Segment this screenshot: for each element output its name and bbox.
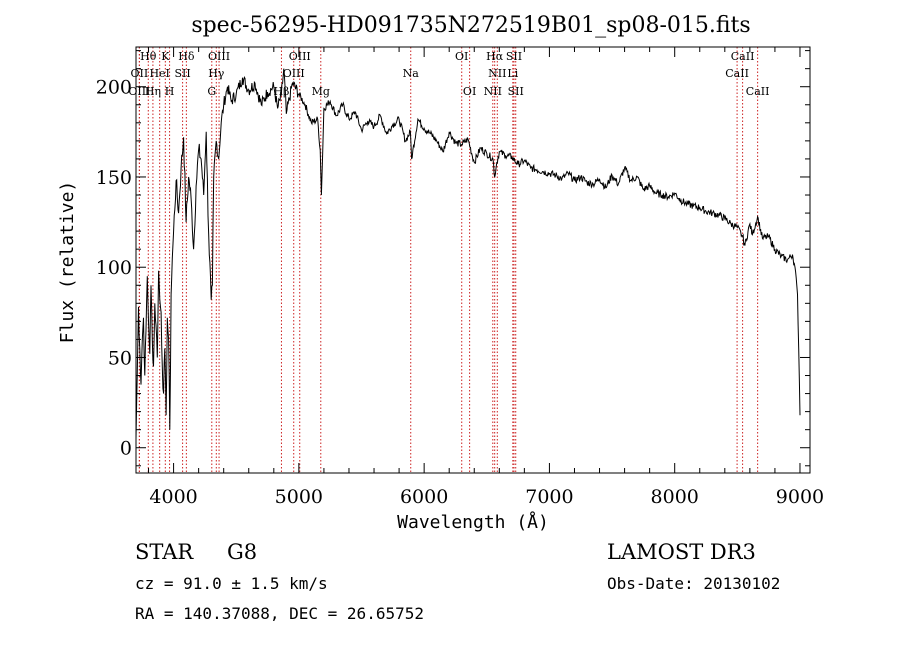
line-label-25: NII bbox=[484, 85, 502, 98]
y-axis-label: Flux (relative) bbox=[57, 181, 78, 344]
line-label-8: CaII bbox=[731, 50, 755, 63]
x-tick-label-0: 4000 bbox=[149, 486, 197, 508]
spectral-line-markers bbox=[138, 47, 759, 473]
line-label-20: H bbox=[165, 85, 175, 98]
x-tick-label-3: 7000 bbox=[525, 486, 573, 508]
y-tick-label-3: 150 bbox=[96, 167, 132, 189]
line-label-11: SII bbox=[174, 67, 190, 80]
line-label-7: SII bbox=[506, 50, 522, 63]
line-label-27: CaII bbox=[746, 85, 770, 98]
line-label-1: K bbox=[161, 50, 170, 63]
x-tick-label-5: 9000 bbox=[776, 486, 824, 508]
line-label-24: OI bbox=[463, 85, 476, 98]
survey-name: LAMOST DR3 bbox=[607, 540, 756, 564]
redshift-value: cz = 91.0 ± 1.5 km/s bbox=[135, 574, 328, 593]
plot-frame bbox=[135, 46, 811, 474]
line-label-14: Na bbox=[403, 67, 420, 80]
line-label-15: NII bbox=[488, 67, 506, 80]
line-label-9: OII bbox=[131, 67, 149, 80]
line-label-23: Mg bbox=[312, 85, 330, 98]
x-axis-label: Wavelength (Å) bbox=[397, 511, 549, 533]
line-label-4: OIII bbox=[289, 50, 311, 63]
line-label-2: Hδ bbox=[178, 50, 195, 63]
y-axis-ticks: 0 50 100 150 200 bbox=[96, 50, 810, 467]
object-subclass: G8 bbox=[227, 540, 258, 564]
line-label-12: Hγ bbox=[208, 67, 225, 80]
spectrum-series bbox=[135, 68, 801, 439]
observation-date: Obs-Date: 20130102 bbox=[607, 574, 781, 593]
line-label-10: HeI bbox=[149, 67, 169, 80]
x-tick-label-2: 6000 bbox=[400, 486, 448, 508]
line-label-21: G bbox=[207, 85, 216, 98]
line-label-13: OIII bbox=[283, 67, 305, 80]
line-label-26: SII bbox=[508, 85, 524, 98]
line-label-3: OIII bbox=[208, 50, 230, 63]
line-label-18: OIII bbox=[128, 85, 150, 98]
line-label-19: Hη bbox=[145, 85, 161, 98]
line-label-5: OI bbox=[455, 50, 468, 63]
line-label-16: Li bbox=[507, 67, 518, 80]
y-tick-label-2: 100 bbox=[96, 257, 132, 279]
spectrum-line bbox=[135, 68, 801, 439]
y-tick-label-0: 0 bbox=[120, 438, 132, 460]
object-class: STAR bbox=[135, 540, 194, 564]
line-label-6: Hα bbox=[486, 50, 504, 63]
chart-title: spec-56295-HD091735N272519B01_sp08-015.f… bbox=[191, 13, 750, 38]
x-tick-label-1: 5000 bbox=[275, 486, 323, 508]
line-label-17: CaII bbox=[725, 67, 749, 80]
y-tick-label-4: 200 bbox=[96, 77, 132, 99]
coordinates: RA = 140.37088, DEC = 26.65752 bbox=[135, 604, 424, 623]
x-tick-label-4: 8000 bbox=[651, 486, 699, 508]
y-tick-label-1: 50 bbox=[108, 347, 132, 369]
x-axis-ticks: 4000 5000 6000 7000 8000 9000 bbox=[148, 47, 824, 508]
line-label-0: Hθ bbox=[140, 50, 157, 63]
